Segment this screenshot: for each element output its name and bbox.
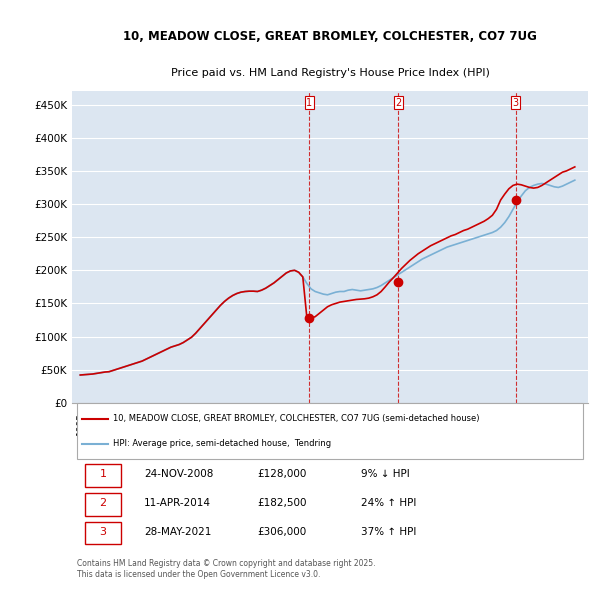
Text: 11-APR-2014: 11-APR-2014 xyxy=(144,498,211,508)
Text: HPI: Average price, semi-detached house,  Tendring: HPI: Average price, semi-detached house,… xyxy=(113,439,331,448)
FancyBboxPatch shape xyxy=(85,493,121,516)
Text: 28-MAY-2021: 28-MAY-2021 xyxy=(144,527,212,537)
FancyBboxPatch shape xyxy=(85,522,121,544)
FancyBboxPatch shape xyxy=(85,464,121,487)
Text: £182,500: £182,500 xyxy=(258,498,307,508)
Text: £128,000: £128,000 xyxy=(258,470,307,480)
Text: 3: 3 xyxy=(512,97,518,107)
Text: 24% ↑ HPI: 24% ↑ HPI xyxy=(361,498,416,508)
Text: 10, MEADOW CLOSE, GREAT BROMLEY, COLCHESTER, CO7 7UG: 10, MEADOW CLOSE, GREAT BROMLEY, COLCHES… xyxy=(123,30,537,42)
Text: £306,000: £306,000 xyxy=(258,527,307,537)
Text: 24-NOV-2008: 24-NOV-2008 xyxy=(144,470,214,480)
FancyBboxPatch shape xyxy=(77,403,583,460)
Text: 37% ↑ HPI: 37% ↑ HPI xyxy=(361,527,416,537)
Text: 3: 3 xyxy=(100,527,106,537)
Text: 9% ↓ HPI: 9% ↓ HPI xyxy=(361,470,410,480)
Text: 10, MEADOW CLOSE, GREAT BROMLEY, COLCHESTER, CO7 7UG (semi-detached house): 10, MEADOW CLOSE, GREAT BROMLEY, COLCHES… xyxy=(113,414,480,423)
Text: 1: 1 xyxy=(100,470,106,480)
Text: 1: 1 xyxy=(307,97,313,107)
Text: Contains HM Land Registry data © Crown copyright and database right 2025.
This d: Contains HM Land Registry data © Crown c… xyxy=(77,559,376,579)
Text: 2: 2 xyxy=(100,498,107,508)
Text: Price paid vs. HM Land Registry's House Price Index (HPI): Price paid vs. HM Land Registry's House … xyxy=(170,68,490,78)
Text: 2: 2 xyxy=(395,97,401,107)
